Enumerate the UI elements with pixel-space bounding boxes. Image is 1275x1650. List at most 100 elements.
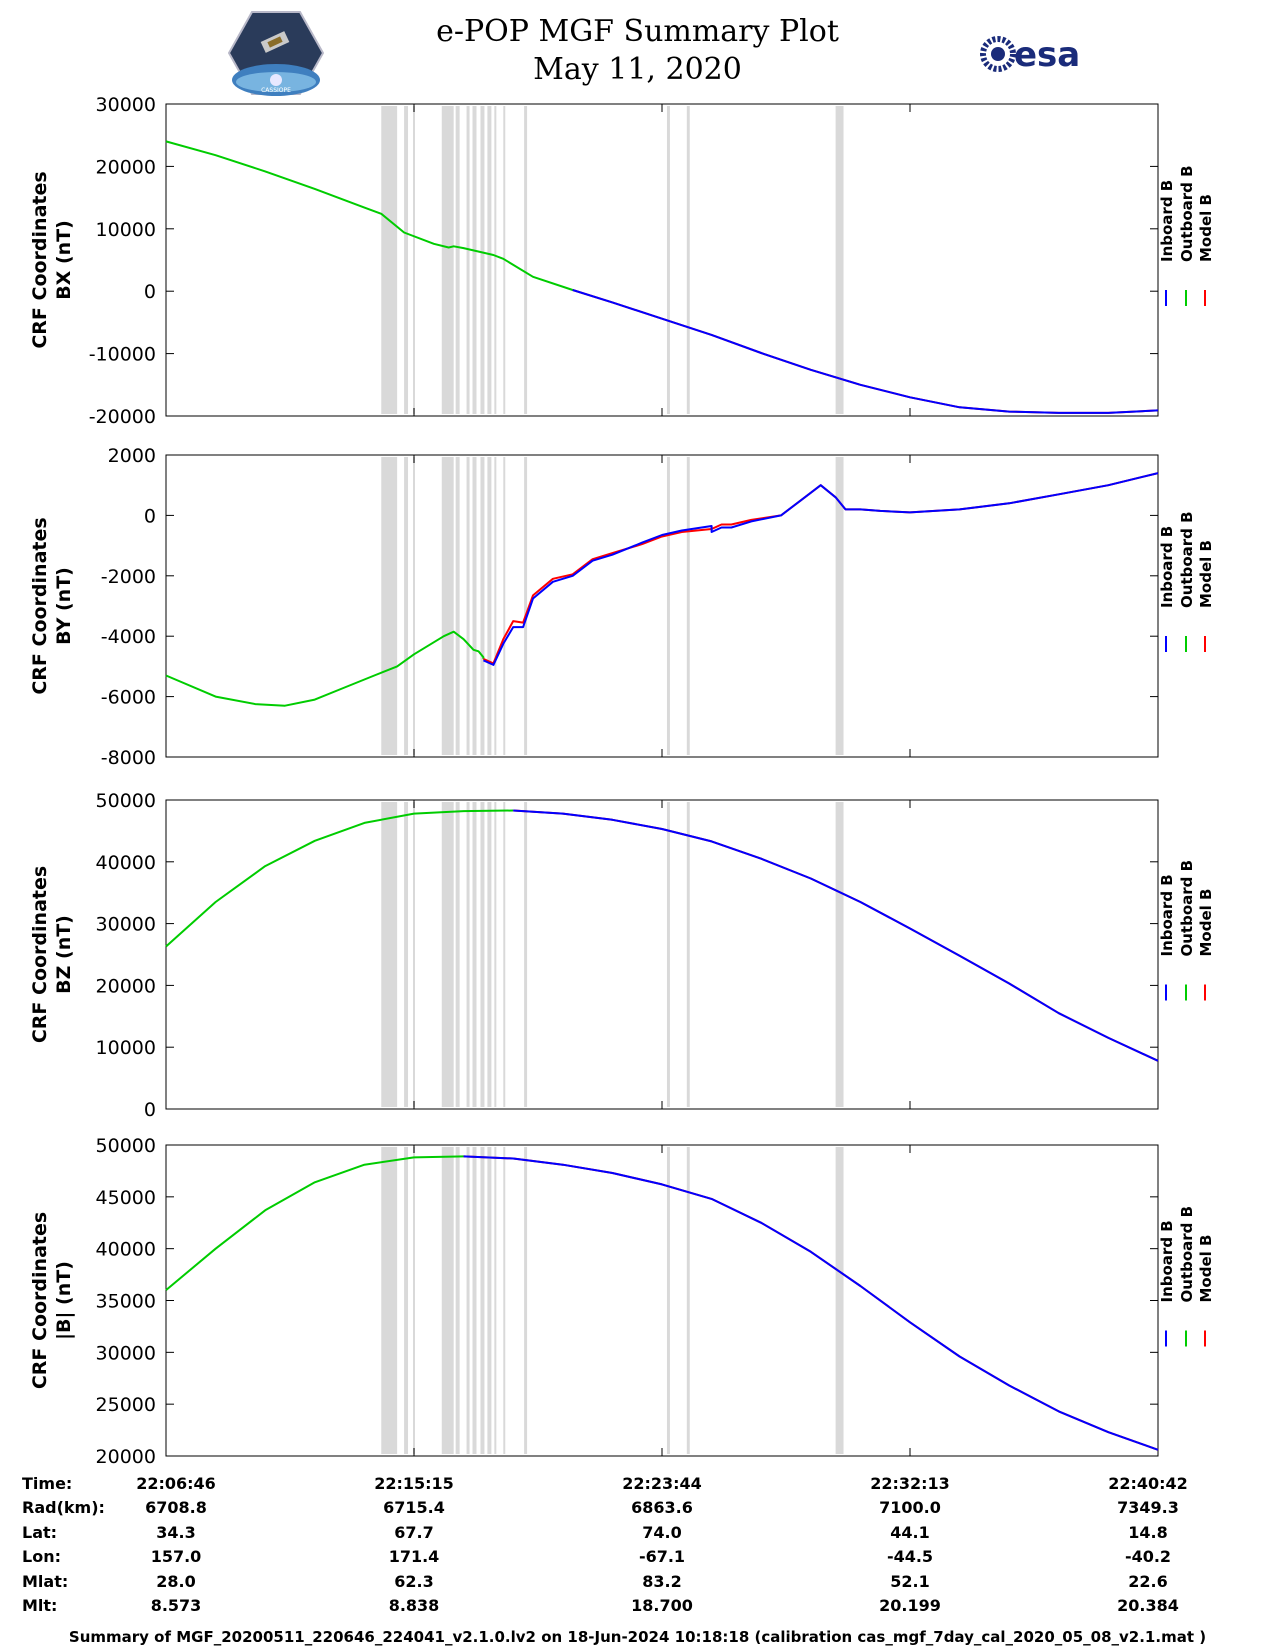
info-value: -67.1 [638,1547,686,1566]
data-gap-5 [455,106,460,414]
data-gap-2 [404,457,409,755]
y-tick-label: 20000 [96,1446,156,1468]
data-gap-4 [441,1147,454,1454]
y-tick-label: 50000 [96,1135,156,1157]
info-value: 22:15:15 [374,1474,454,1493]
info-value: 22:23:44 [622,1474,702,1493]
info-value: 22:32:13 [870,1474,950,1493]
data-gap-5 [455,1147,460,1454]
series-line-outboard-b [165,1155,464,1291]
y-axis-label-line2: BZ (nT) [53,915,75,994]
series-line-inboard-b [513,809,1159,1062]
info-value: -40.2 [1124,1547,1172,1566]
plot-date: May 11, 2020 [533,52,742,87]
data-gap-9 [487,106,492,414]
axes-frame [165,799,1159,1110]
series-line-model-b [463,1155,1159,1451]
plot-title: e-POP MGF Summary Plot [436,14,839,49]
series-line-outboard-b [165,809,514,948]
info-row-label: Lon: [22,1547,61,1566]
info-value: 7349.3 [1117,1498,1179,1517]
data-gap-12 [524,457,528,755]
data-gap-11 [503,1147,506,1454]
data-gap-7 [472,802,477,1107]
info-value: -44.5 [886,1547,934,1566]
data-gap-1 [381,802,398,1107]
panel-2: -8000 -6000 -4000 -2000 0 2000 CRF Coordinates… [29,445,1215,769]
data-gap-3 [413,802,415,1107]
y-tick-label: -10000 [89,344,156,366]
data-gap-8 [480,457,485,755]
panel-4: 20000 25000 30000 35000 40000 45000 50000 CRF C… [29,1135,1215,1468]
y-tick-label: 0 [144,505,156,527]
info-value: 171.4 [388,1547,440,1566]
data-gap-6 [466,802,470,1107]
info-value: 52.1 [890,1572,930,1591]
data-gap-1 [381,1147,398,1454]
y-tick-label: 25000 [96,1394,156,1416]
data-gap-15 [835,106,844,414]
legend-label: Inboard B [1158,180,1176,262]
data-gap-12 [524,106,528,414]
data-gap-4 [441,802,454,1107]
data-gap-8 [480,1147,485,1454]
legend-label: Outboard B [1178,860,1196,957]
footer-caption: Summary of MGF_20200511_220646_224041_v2… [68,1628,1207,1646]
info-value: 6708.8 [145,1498,207,1517]
data-gap-10 [494,106,497,414]
info-row-label: Rad(km): [22,1498,105,1517]
series-line-inboard-b [463,1155,1159,1451]
info-value: 22:06:46 [136,1474,216,1493]
info-value: 28.0 [156,1572,196,1591]
data-gap-13 [666,1147,670,1454]
series-line-inboard-b [572,289,1159,414]
data-gap-14 [686,106,690,414]
data-gap-6 [466,457,470,755]
data-gap-9 [487,1147,492,1454]
y-axis-label-line1: CRF Coordinates [29,517,51,694]
y-tick-label: 20000 [96,975,156,997]
data-gap-8 [480,802,485,1107]
data-gap-5 [455,457,460,755]
y-tick-label: 20000 [96,156,156,178]
info-value: 34.3 [156,1523,196,1542]
data-gap-1 [381,457,398,755]
y-tick-label: 30000 [96,94,156,116]
legend-label: Outboard B [1178,511,1196,608]
info-value: 157.0 [150,1547,202,1566]
y-tick-label: 50000 [96,790,156,812]
info-value: 83.2 [642,1572,682,1591]
info-value: 20.199 [879,1596,941,1615]
y-tick-label: 45000 [96,1187,156,1209]
data-gap-2 [404,106,409,414]
legend-label: Inboard B [1158,874,1176,956]
data-gap-2 [404,802,409,1107]
data-gap-12 [524,802,528,1107]
svg-text:CASSIOPE: CASSIOPE [261,87,291,94]
info-value: 44.1 [890,1523,930,1542]
info-value: 20.384 [1117,1596,1179,1615]
info-row-label: Mlt: [22,1596,58,1615]
data-gap-3 [413,1147,415,1454]
series-line-model-b [572,289,1159,414]
info-value: 62.3 [394,1572,434,1591]
legend-label: Model B [1197,1235,1215,1303]
data-gap-13 [666,457,670,755]
info-value: 6863.6 [631,1498,693,1517]
info-value: 8.573 [150,1596,202,1615]
legend-label: Outboard B [1178,165,1196,262]
y-axis-label-line2: BY (nT) [53,567,75,645]
y-tick-label: 40000 [96,852,156,874]
data-gap-13 [666,802,670,1107]
data-gap-4 [441,106,454,414]
data-gap-9 [487,802,492,1107]
axes-frame [165,454,1159,758]
data-gap-12 [524,1147,528,1454]
y-axis-label-line2: BX (nT) [53,220,75,300]
y-tick-label: 10000 [96,219,156,241]
esa-logo-icon: esa [980,35,1080,75]
info-value: 14.8 [1128,1523,1168,1542]
data-gap-14 [686,457,690,755]
info-value: 22.6 [1128,1572,1168,1591]
